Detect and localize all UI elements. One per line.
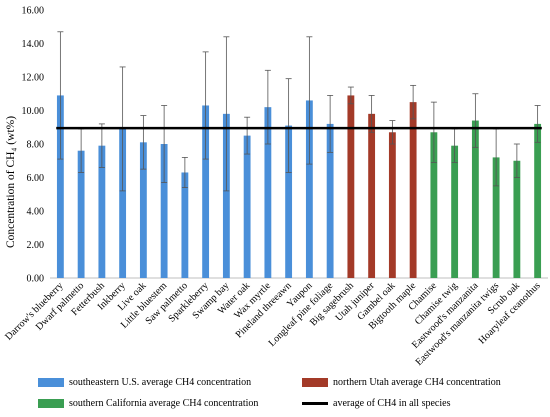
y-tick-label: 2.00 [27,240,45,251]
error-bar [285,78,292,173]
error-bar [534,105,541,143]
bar [534,123,542,279]
y-axis-label: Concentration of CH₄ (wt%) [5,116,17,248]
bar [513,160,521,278]
legend-label-southeastern: southeastern U.S. average CH4 concentrat… [69,377,252,388]
y-tick-label: 0.00 [27,274,45,285]
legend-label-northern-utah: northern Utah average CH4 concentration [333,377,501,388]
legend-item-northern-utah: northern Utah average CH4 concentration [302,377,501,388]
bar [264,107,272,279]
bar [285,125,293,278]
bar [98,145,106,278]
bar [56,95,64,278]
legend-item-southeastern: southeastern U.S. average CH4 concentrat… [38,377,251,388]
legend-label-southern-california: southern California average CH4 concentr… [69,398,259,409]
error-bar [389,120,396,145]
y-tick-label: 14.00 [22,39,45,50]
bars [56,95,542,279]
error-bar [181,156,188,188]
y-tick-label: 4.00 [27,207,45,218]
bar [119,128,127,278]
error-bar [327,95,334,153]
legend-swatch-northern-utah [302,378,328,387]
error-bar [140,115,147,170]
error-bar [410,84,417,120]
bar [77,150,85,278]
error-bar [57,31,64,160]
bar [368,113,376,278]
error-bar [368,95,375,133]
bar [222,113,230,278]
bar [181,172,189,278]
y-tick-label: 16.00 [22,6,45,17]
bar [305,100,313,278]
error-bar [161,105,168,183]
legend-swatch-southeastern [38,378,64,387]
error-bar [513,143,520,178]
bar [347,95,355,278]
legend-label-average-all: average of CH4 in all species [333,398,451,409]
bar [326,123,334,279]
bar [471,120,479,278]
bar [388,132,396,278]
error-bar [306,36,313,165]
legend-swatch-southern-california [38,399,64,408]
error-bar [264,69,271,145]
y-tick-label: 10.00 [22,106,45,117]
error-bar [244,116,251,155]
legend-swatch-average-line [302,402,328,405]
error-bar [347,86,354,105]
y-tick-label: 8.00 [27,140,45,151]
y-tick-label: 12.00 [22,73,45,84]
error-bar [430,101,437,163]
error-bar [98,123,105,168]
error-bar [472,93,479,148]
error-bar [202,51,209,160]
bar [430,132,438,278]
bar [160,144,168,278]
legend-item-southern-california: southern California average CH4 concentr… [38,398,258,409]
bar [409,102,417,278]
error-bars [57,31,541,192]
error-bar [223,36,230,192]
bar [202,105,210,278]
legend: southeastern U.S. average CH4 concentrat… [38,364,548,416]
bar [139,142,147,278]
bar [492,157,500,278]
legend-item-average-all: average of CH4 in all species [302,398,450,409]
bar [451,145,459,278]
y-axis-ticks: 0.00 2.00 4.00 6.00 8.00 10.00 12.00 14.00 16.00 [22,6,45,285]
y-tick-label: 6.00 [27,173,45,184]
bar [243,135,251,278]
